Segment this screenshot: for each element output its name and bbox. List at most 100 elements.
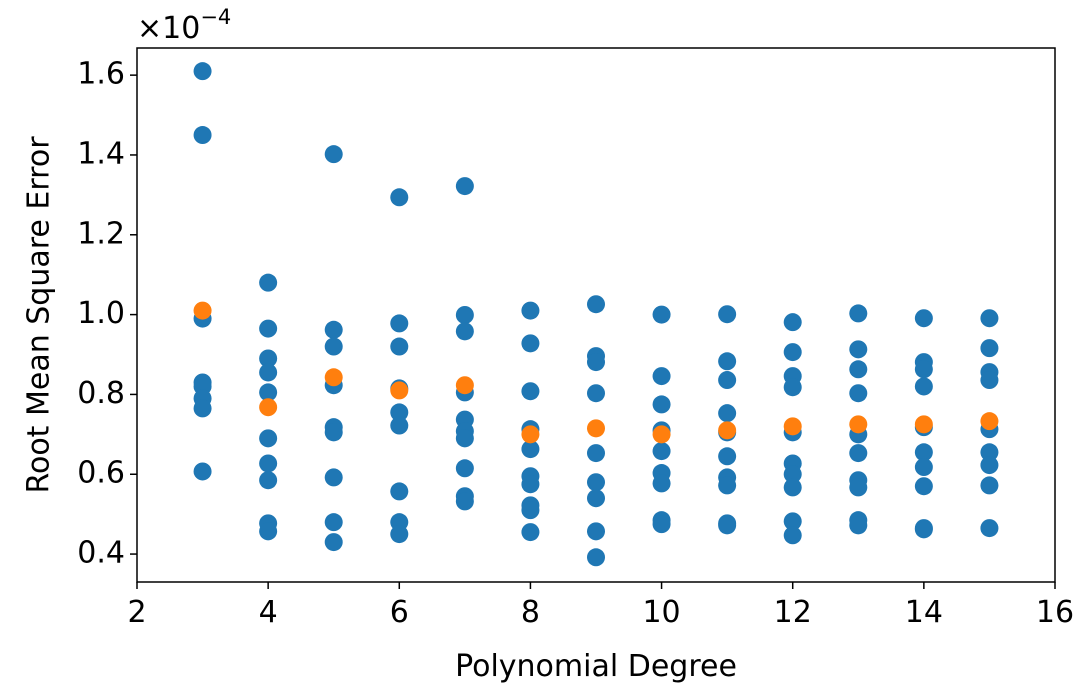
- scatter-point: [849, 384, 868, 403]
- x-tick-label: 4: [259, 595, 278, 630]
- scatter-point: [783, 417, 802, 436]
- scatter-point: [259, 383, 278, 402]
- x-tick-label: 8: [521, 595, 540, 630]
- scatter-point: [455, 306, 474, 324]
- scatter-point: [718, 404, 737, 423]
- scatter-point: [980, 476, 999, 495]
- scatter-point: [783, 512, 802, 531]
- scatter-point: [718, 476, 737, 495]
- scatter-point: [455, 177, 474, 196]
- scatter-point: [390, 188, 409, 207]
- x-tick-label: 12: [774, 595, 812, 630]
- scatter-point: [259, 398, 278, 417]
- scatter-point: [652, 395, 671, 414]
- y-scale-exponent: −4: [200, 5, 231, 29]
- scatter-point: [783, 465, 802, 484]
- y-tick-label: 1.4: [77, 136, 125, 171]
- scatter-point: [849, 415, 868, 434]
- scatter-point: [521, 440, 540, 459]
- scatter-point: [324, 320, 343, 339]
- scatter-point: [652, 442, 671, 461]
- scatter-point: [587, 473, 605, 492]
- scatter-point: [783, 313, 802, 332]
- plot-frame: [136, 47, 1056, 583]
- scatter-point: [914, 309, 933, 328]
- scatter-point: [783, 478, 802, 497]
- scatter-point: [980, 456, 999, 475]
- scatter-point: [324, 513, 343, 532]
- x-tick-label: 14: [905, 595, 943, 630]
- scatter-point: [587, 489, 605, 508]
- scatter-point: [455, 429, 474, 448]
- x-tick-label: 6: [390, 595, 409, 630]
- scatter-point: [587, 444, 605, 463]
- scatter-point: [652, 305, 671, 324]
- scatter-point: [259, 522, 278, 541]
- x-tick-label: 10: [642, 595, 680, 630]
- y-axis-label: Root Mean Square Error: [22, 136, 57, 494]
- scatter-point: [324, 423, 343, 442]
- scatter-point: [390, 525, 409, 544]
- scatter-point: [783, 378, 802, 397]
- scatter-point: [259, 471, 278, 490]
- y-tick-label: 1.2: [77, 216, 125, 251]
- scatter-point: [849, 340, 868, 359]
- scatter-point: [455, 376, 474, 395]
- scatter-point: [980, 309, 999, 328]
- scatter-point: [914, 443, 933, 462]
- scatter-point: [455, 492, 474, 511]
- scatter-point: [259, 349, 278, 368]
- scatter-point: [849, 304, 868, 323]
- scatter-point: [193, 62, 212, 81]
- scatter-point: [718, 305, 737, 324]
- scatter-point: [324, 533, 343, 552]
- scatter-point: [324, 337, 343, 356]
- scatter-point: [718, 421, 737, 440]
- scatter-point: [521, 334, 540, 353]
- scatter-point: [193, 301, 212, 320]
- scatter-point: [718, 447, 737, 466]
- y-tick-label: 0.8: [77, 376, 125, 411]
- scatter-point: [390, 381, 409, 400]
- scatter-point: [783, 526, 802, 545]
- scatter-point: [980, 371, 999, 390]
- scatter-point: [849, 516, 868, 535]
- scatter-point: [521, 425, 540, 444]
- y-tick-label: 1.0: [77, 296, 125, 331]
- scatter-point: [980, 519, 999, 538]
- scatter-point: [914, 520, 933, 539]
- scatter-point: [849, 478, 868, 497]
- scatter-point: [652, 474, 671, 493]
- y-tick-label: 0.4: [77, 536, 125, 571]
- scatter-point: [587, 295, 605, 314]
- scatter-point: [390, 482, 409, 501]
- scatter-point: [390, 337, 409, 356]
- scatter-point: [259, 454, 278, 473]
- scatter-point: [521, 382, 540, 401]
- scatter-point: [390, 416, 409, 435]
- scatter-point: [914, 477, 933, 496]
- scatter-point: [259, 429, 278, 448]
- scatter-point: [718, 516, 737, 535]
- scatter-point: [587, 548, 605, 567]
- scatter-point: [587, 384, 605, 403]
- x-tick-label: 16: [1036, 595, 1074, 630]
- scatter-point: [652, 515, 671, 534]
- scatter-point: [259, 319, 278, 338]
- scatter-point: [193, 462, 212, 481]
- scatter-point: [193, 126, 212, 145]
- scatter-point: [521, 301, 540, 320]
- scatter-point: [783, 343, 802, 362]
- scatter-point: [259, 363, 278, 382]
- y-scale-base: ×10: [137, 11, 200, 46]
- y-scale-label: ×10−4: [137, 5, 231, 46]
- scatter-point: [521, 523, 540, 542]
- scatter-point: [914, 377, 933, 396]
- scatter-point: [652, 425, 671, 444]
- scatter-point: [193, 399, 212, 418]
- scatter-point: [390, 314, 409, 333]
- scatter-point: [587, 419, 605, 438]
- scatter-point: [324, 368, 343, 387]
- scatter-point: [849, 360, 868, 379]
- scatter-point: [390, 403, 409, 422]
